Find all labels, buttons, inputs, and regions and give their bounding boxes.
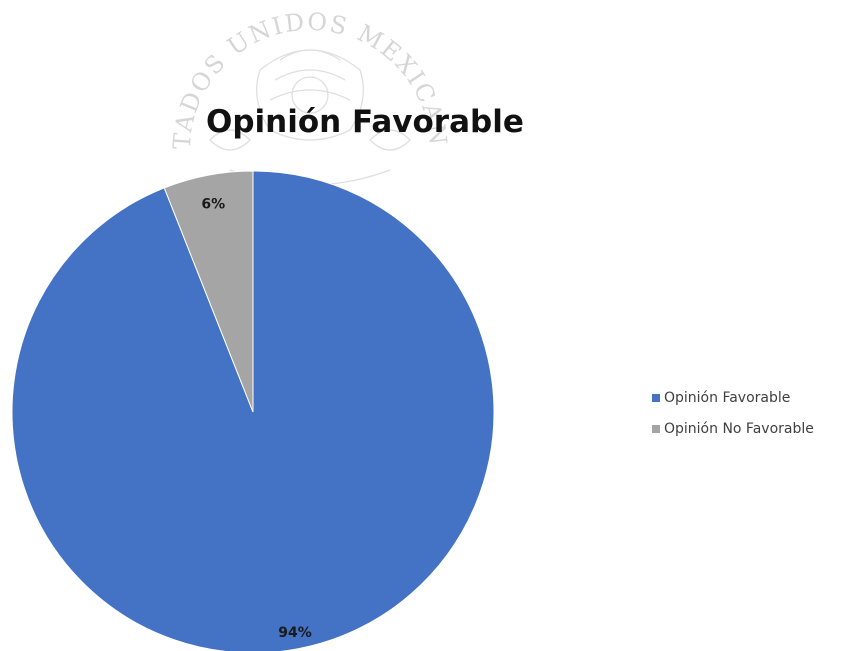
legend-item-1: Opinión No Favorable: [652, 418, 814, 440]
pie-slice-0: [11, 170, 495, 651]
coat-of-arms-seal-icon: ESTADOS UNIDOS MEXICANOS: [170, 0, 450, 186]
slice-label-1: 6%: [201, 197, 225, 213]
pie-slice-1: [163, 170, 254, 413]
legend-label-1: Opinión No Favorable: [664, 421, 814, 437]
slice-label-0: 94%: [278, 625, 312, 641]
chart-title: Opinión Favorable: [206, 104, 524, 140]
legend-label-0: Opinión Favorable: [664, 390, 791, 406]
legend: Opinión Favorable Opinión No Favorable: [652, 387, 814, 449]
legend-swatch-1: [652, 425, 660, 433]
legend-item-0: Opinión Favorable: [652, 387, 814, 409]
legend-swatch-0: [652, 394, 660, 402]
